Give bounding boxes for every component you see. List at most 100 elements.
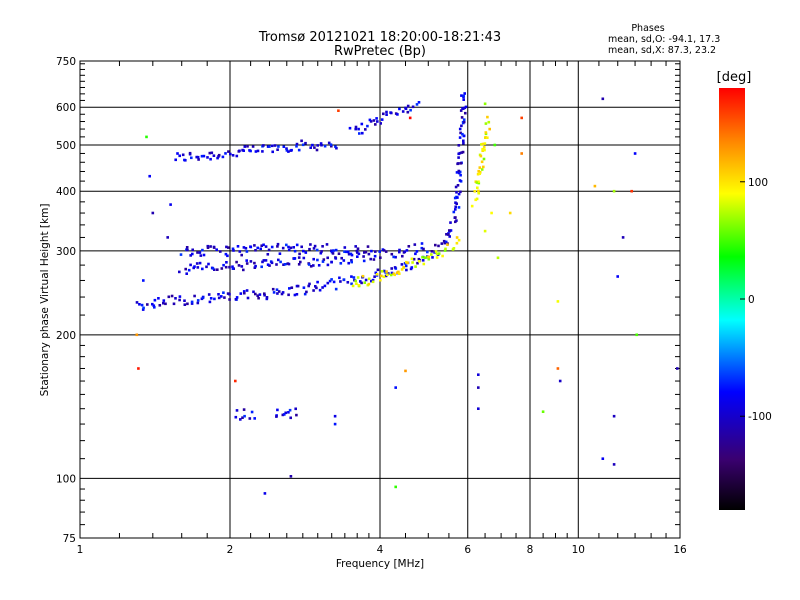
o-mode-point [307,284,310,288]
o-mode-point [235,154,239,158]
o-mode-point [297,148,301,152]
o-mode-point [178,270,181,274]
o-mode-point [242,268,245,272]
o-mode-point [273,144,277,147]
o-mode-point [272,291,276,294]
x-mode-point [367,282,371,286]
o-mode-point [279,260,282,264]
o-mode-point [236,245,240,248]
x-mode-point [478,171,482,174]
o-mode-point [243,291,246,295]
o-mode-point [339,280,342,283]
o-mode-point [321,286,324,289]
o-mode-point [205,265,208,269]
o-mode-point [238,250,242,253]
x-mode-point [434,250,438,253]
o-mode-point [335,146,338,150]
noise-point [593,184,597,188]
x-mode-point [355,282,358,285]
y-tick-label: 75 [63,533,76,545]
o-mode-point [316,280,319,284]
o-mode-point [297,256,301,259]
o-mode-point [215,248,218,251]
o-mode-point [207,262,210,266]
x-mode-point [437,252,441,255]
x-tick-label: 2 [227,544,234,556]
o-mode-point [364,128,367,131]
o-mode-point [616,275,619,278]
colorbar-tick-label: -100 [748,411,772,423]
o-mode-point [416,261,419,265]
o-mode-point [315,148,319,152]
o-mode-point [462,98,465,101]
o-mode-point [448,235,451,238]
o-mode-point [329,143,333,146]
x-mode-point [484,122,488,125]
o-mode-point [287,245,290,249]
noise-point [520,116,523,120]
o-mode-point [612,463,616,466]
x-mode-point [482,157,486,161]
x-tick-label: 10 [572,544,585,556]
o-mode-point [146,303,149,306]
o-mode-point [312,257,315,261]
o-mode-point [285,243,288,247]
o-mode-point [406,110,410,114]
o-mode-point [196,301,200,305]
o-mode-point [289,246,293,250]
o-mode-point [312,289,315,292]
o-mode-point [393,266,397,269]
colorbar-tick-label: 0 [748,294,755,306]
x-mode-point [496,256,500,260]
o-mode-point [243,414,246,418]
o-mode-point [459,173,462,177]
o-mode-point [181,153,185,157]
colorbar-tick-label: 100 [748,177,768,189]
o-mode-point [318,288,322,292]
o-mode-point [412,257,416,261]
o-mode-point [202,253,206,257]
o-mode-point [390,267,393,270]
y-tick-label: 400 [56,186,76,198]
o-mode-point [244,247,248,250]
o-mode-point [415,103,419,106]
x-mode-point [483,148,486,152]
noise-point [612,189,616,193]
o-mode-point [370,249,373,253]
x-mode-point [423,256,427,259]
noise-point [630,189,633,193]
x-mode-point [488,127,491,131]
o-mode-point [463,92,466,95]
o-mode-point [235,260,238,264]
o-mode-point [213,268,216,271]
legend-heading: Phases [631,23,664,34]
o-mode-point [286,262,290,265]
o-mode-point [449,221,452,224]
o-mode-point [348,126,352,130]
o-mode-point [190,156,193,160]
o-mode-point [135,301,139,304]
x-mode-point [356,276,360,279]
o-mode-point [223,296,226,299]
o-mode-point [200,154,204,158]
x-tick-labels: 1 2 4 6 8 10 16 [77,544,687,556]
o-mode-point [332,280,336,284]
o-mode-point [195,155,198,159]
o-mode-point [355,249,359,253]
o-mode-point [254,249,257,252]
x-mode-point [444,247,447,251]
o-mode-point [151,302,154,306]
o-mode-point [362,255,365,258]
o-mode-point [347,261,350,265]
o-mode-point [477,373,480,376]
o-mode-point [461,150,465,154]
o-mode-point [461,132,464,136]
o-mode-point [174,158,177,162]
o-mode-point [235,296,239,299]
o-mode-point [196,251,199,254]
o-mode-point [201,267,204,271]
x-mode-point [382,275,386,279]
o-mode-point [138,303,141,306]
x-mode-point [478,166,482,169]
o-mode-point [240,265,244,268]
